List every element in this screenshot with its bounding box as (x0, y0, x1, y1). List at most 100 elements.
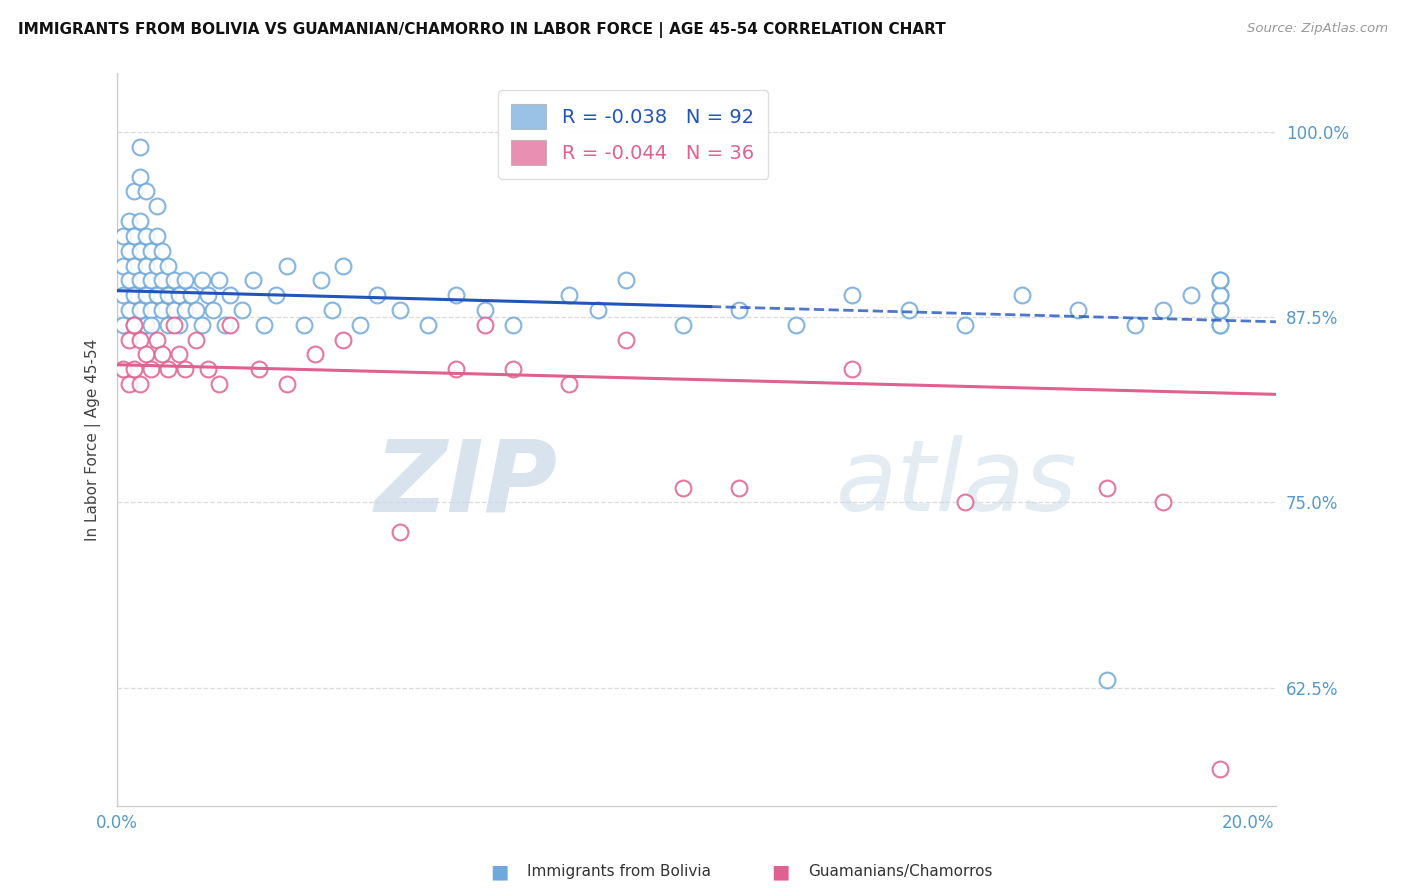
Point (186, 302, 208, 317)
Point (128, 169, 150, 184)
Text: ■: ■ (770, 862, 790, 881)
Point (418, 318, 440, 332)
Point (1152, 302, 1174, 317)
Point (219, 318, 242, 332)
Point (141, 273, 163, 287)
Point (202, 302, 225, 317)
Point (1208, 273, 1230, 287)
Point (614, 333, 637, 347)
Y-axis label: In Labor Force | Age 45-54: In Labor Force | Age 45-54 (86, 338, 101, 541)
Point (897, 302, 920, 317)
Point (332, 259, 354, 273)
Point (953, 495, 976, 509)
Point (111, 318, 134, 332)
Point (122, 318, 145, 332)
Point (349, 318, 371, 332)
Point (128, 214, 150, 228)
Point (163, 318, 186, 332)
Text: Guamanians/Chamorros: Guamanians/Chamorros (808, 864, 993, 879)
Point (208, 376, 231, 391)
Point (146, 199, 169, 213)
Point (174, 362, 197, 376)
Text: ZIP: ZIP (374, 435, 558, 532)
Point (1208, 288, 1230, 302)
Point (111, 259, 134, 273)
Point (111, 228, 134, 243)
Point (128, 273, 150, 287)
Point (117, 244, 139, 258)
Point (146, 288, 169, 302)
Point (135, 347, 157, 361)
Point (128, 376, 150, 391)
Point (219, 288, 242, 302)
Point (117, 333, 139, 347)
Point (1208, 318, 1230, 332)
Point (122, 318, 145, 332)
Point (558, 288, 581, 302)
Point (128, 140, 150, 154)
Point (558, 376, 581, 391)
Point (231, 302, 253, 317)
Point (446, 362, 468, 376)
Point (152, 244, 174, 258)
Point (728, 302, 751, 317)
Legend: R = -0.038   N = 92, R = -0.044   N = 36: R = -0.038 N = 92, R = -0.044 N = 36 (498, 90, 768, 179)
Point (174, 302, 197, 317)
Point (122, 259, 145, 273)
Point (152, 302, 174, 317)
Point (135, 288, 157, 302)
Point (728, 481, 751, 495)
Point (180, 288, 202, 302)
Point (191, 273, 214, 287)
Point (141, 318, 163, 332)
Point (446, 288, 468, 302)
Point (214, 318, 236, 332)
Point (1208, 762, 1230, 776)
Point (111, 362, 134, 376)
Point (276, 259, 298, 273)
Point (157, 288, 180, 302)
Point (366, 288, 388, 302)
Point (128, 244, 150, 258)
Point (292, 318, 315, 332)
Point (169, 288, 191, 302)
Point (953, 318, 976, 332)
Point (1208, 302, 1230, 317)
Point (264, 288, 287, 302)
Point (1208, 302, 1230, 317)
Point (276, 376, 298, 391)
Point (163, 302, 186, 317)
Point (671, 481, 693, 495)
Point (117, 302, 139, 317)
Point (841, 288, 863, 302)
Point (1123, 318, 1146, 332)
Point (247, 362, 270, 376)
Point (586, 302, 609, 317)
Point (157, 318, 180, 332)
Point (122, 362, 145, 376)
Point (474, 302, 496, 317)
Point (208, 273, 231, 287)
Point (502, 362, 524, 376)
Point (197, 288, 219, 302)
Point (163, 273, 186, 287)
Point (141, 244, 163, 258)
Point (1095, 673, 1118, 688)
Point (135, 259, 157, 273)
Point (146, 228, 169, 243)
Point (1208, 318, 1230, 332)
Point (169, 347, 191, 361)
Point (242, 273, 264, 287)
Point (841, 362, 863, 376)
Point (141, 362, 163, 376)
Text: Source: ZipAtlas.com: Source: ZipAtlas.com (1247, 22, 1388, 36)
Point (174, 273, 197, 287)
Text: IMMIGRANTS FROM BOLIVIA VS GUAMANIAN/CHAMORRO IN LABOR FORCE | AGE 45-54 CORRELA: IMMIGRANTS FROM BOLIVIA VS GUAMANIAN/CHA… (18, 22, 946, 38)
Point (146, 259, 169, 273)
Point (1152, 495, 1174, 509)
Point (135, 185, 157, 199)
Point (122, 185, 145, 199)
Text: atlas: atlas (835, 435, 1077, 532)
Point (152, 347, 174, 361)
Point (1011, 288, 1033, 302)
